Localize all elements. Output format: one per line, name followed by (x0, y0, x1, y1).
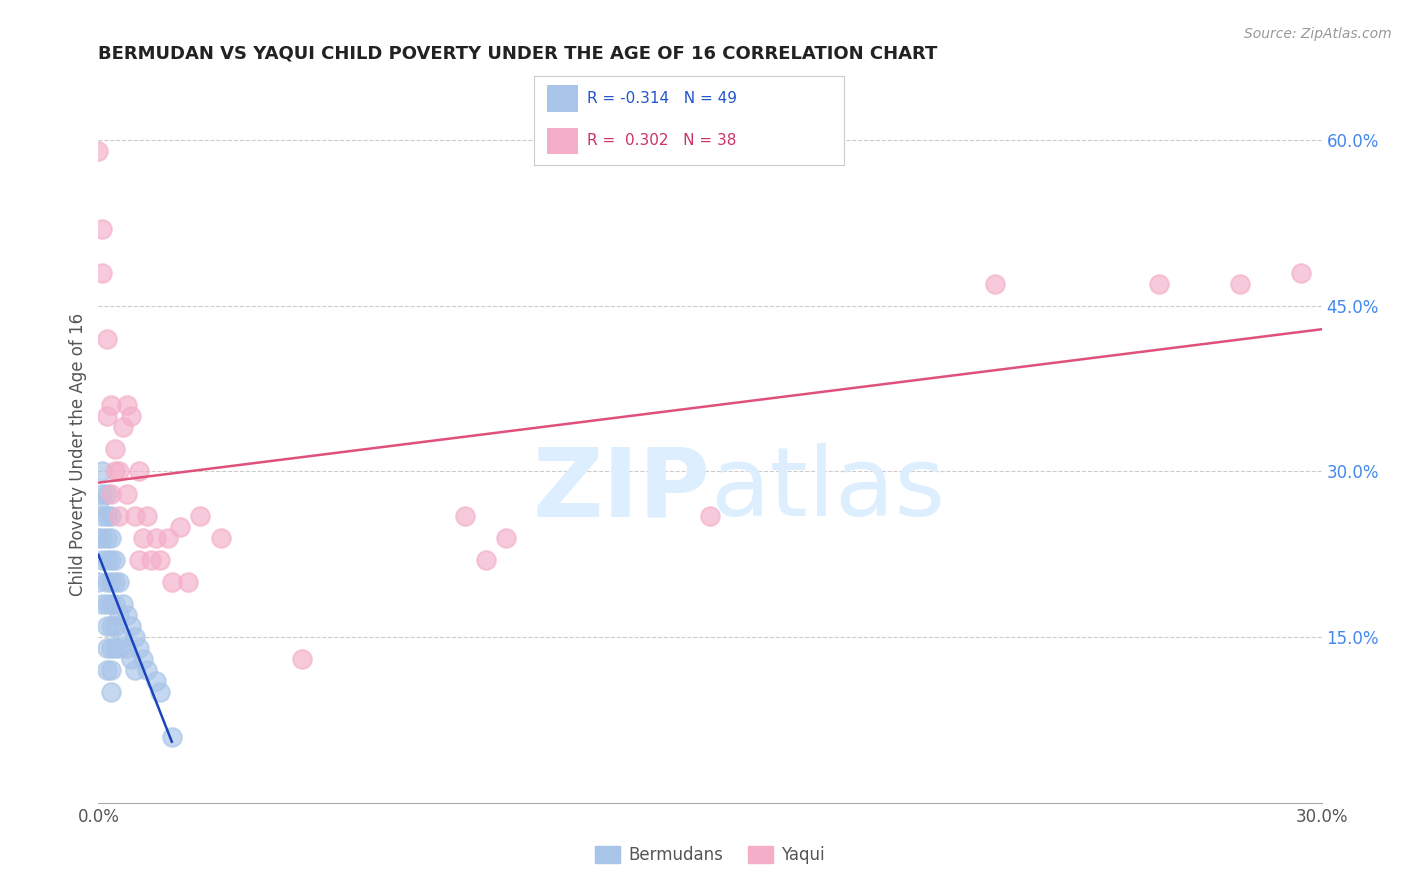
Point (87, 145, 110, 159)
Point (104, 553, 127, 567)
Point (128, 553, 150, 567)
Point (111, 420, 134, 434)
Point (91, 486, 114, 500)
Point (91, 508, 114, 523)
Point (291, 652, 314, 666)
Point (120, 619, 142, 633)
Point (124, 508, 146, 523)
Point (108, 641, 131, 656)
Point (108, 574, 131, 589)
Text: ZIP: ZIP (531, 443, 710, 536)
Text: BERMUDAN VS YAQUI CHILD POVERTY UNDER THE AGE OF 16 CORRELATION CHART: BERMUDAN VS YAQUI CHILD POVERTY UNDER TH… (98, 45, 938, 62)
Point (87, 531, 110, 545)
Point (100, 508, 122, 523)
Text: R = -0.314   N = 49: R = -0.314 N = 49 (586, 91, 737, 105)
Point (96, 553, 118, 567)
Point (149, 685, 172, 699)
Point (160, 574, 183, 589)
Point (132, 531, 155, 545)
Point (100, 597, 122, 611)
Point (91, 531, 114, 545)
Point (145, 531, 167, 545)
Point (188, 508, 212, 523)
Point (1147, 277, 1170, 291)
Point (495, 531, 517, 545)
Point (96, 663, 118, 677)
Point (160, 730, 183, 744)
Point (128, 641, 150, 656)
Point (115, 398, 138, 412)
Point (91, 266, 114, 280)
FancyBboxPatch shape (547, 128, 578, 154)
Point (699, 508, 721, 523)
Point (120, 409, 142, 424)
Point (96, 332, 118, 346)
Point (96, 574, 118, 589)
Point (1291, 266, 1313, 280)
Point (100, 486, 122, 500)
Point (104, 641, 127, 656)
Point (177, 574, 200, 589)
Point (104, 574, 127, 589)
FancyBboxPatch shape (547, 85, 578, 112)
Point (91, 221, 114, 235)
Text: R =  0.302   N = 38: R = 0.302 N = 38 (586, 134, 737, 148)
Point (96, 619, 118, 633)
Point (87, 498, 110, 512)
Legend: Bermudans, Yaqui: Bermudans, Yaqui (588, 839, 832, 871)
Point (115, 608, 138, 623)
Point (100, 685, 122, 699)
Point (87, 574, 110, 589)
Point (104, 619, 127, 633)
Point (111, 597, 134, 611)
Text: Source: ZipAtlas.com: Source: ZipAtlas.com (1244, 27, 1392, 41)
Point (100, 619, 122, 633)
Point (96, 597, 118, 611)
Point (132, 652, 155, 666)
Point (115, 486, 138, 500)
Point (96, 531, 118, 545)
Point (124, 663, 146, 677)
Point (108, 508, 131, 523)
Point (136, 663, 159, 677)
Point (96, 641, 118, 656)
Point (100, 663, 122, 677)
Point (120, 652, 142, 666)
Point (209, 531, 232, 545)
Point (169, 519, 191, 533)
Point (91, 553, 114, 567)
Point (104, 465, 127, 479)
Point (108, 465, 131, 479)
Y-axis label: Child Poverty Under the Age of 16: Child Poverty Under the Age of 16 (69, 313, 87, 597)
Point (100, 531, 122, 545)
Point (149, 553, 172, 567)
Point (141, 553, 163, 567)
Point (100, 553, 122, 567)
Point (454, 508, 477, 523)
Point (104, 597, 127, 611)
Point (145, 674, 167, 689)
Point (984, 277, 1007, 291)
Point (474, 553, 498, 567)
Point (91, 465, 114, 479)
Point (100, 574, 122, 589)
Point (128, 465, 150, 479)
Point (96, 409, 118, 424)
Point (115, 641, 138, 656)
Point (124, 630, 146, 644)
Point (1229, 277, 1251, 291)
Point (91, 597, 114, 611)
Point (100, 398, 122, 412)
Point (108, 608, 131, 623)
Point (136, 508, 159, 523)
Point (104, 442, 127, 457)
Point (156, 531, 179, 545)
Point (100, 641, 122, 656)
Point (96, 508, 118, 523)
Point (96, 486, 118, 500)
Point (111, 630, 134, 644)
Text: atlas: atlas (710, 443, 945, 536)
